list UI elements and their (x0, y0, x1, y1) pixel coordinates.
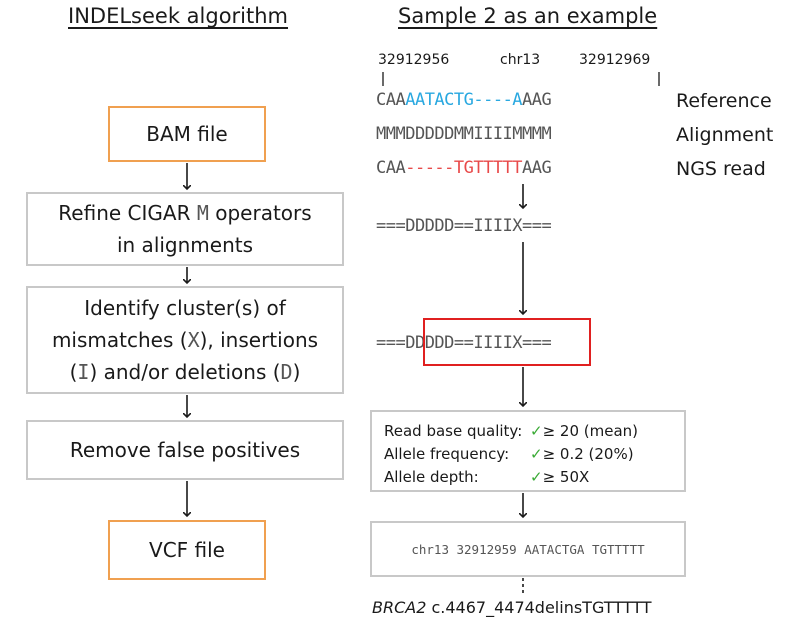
filter-value: ≥ 0.2 (20%) (542, 445, 634, 463)
check-icon: ✓ (530, 468, 543, 486)
refine-text-line2: in alignments (116, 233, 254, 257)
cigar2-b: DDDDD==IIIIX (405, 333, 523, 353)
filter-value: ≥ 50X (542, 468, 590, 486)
reference-label: Reference (676, 90, 772, 112)
hgvs-notation: BRCA2 c.4467_4474delinsTGTTTTT (372, 598, 652, 617)
coord-start: 32912956 (378, 52, 450, 68)
coord-chrom: chr13 (500, 52, 541, 68)
read-sequence: CAA-----TGTTTTTAAG (376, 158, 552, 178)
remove-false-positives-box: Remove false positives (26, 420, 344, 480)
filter-row: Read base quality: ✓ ≥ 20 (mean) (384, 420, 672, 443)
alignment-sequence: MMMDDDDDMMIIIIMMMM (376, 124, 552, 144)
reference-seq-a: CAA (376, 90, 406, 110)
gene-name: BRCA2 (372, 598, 427, 617)
reference-seq-b: AATACTG----A (405, 90, 523, 110)
cigar2-a: === (376, 333, 406, 353)
reference-sequence: CAAAATACTG----AAAG (376, 90, 552, 110)
bam-file-box: BAM file (108, 106, 266, 162)
cigar-refined: ===DDDDD==IIIIX=== (376, 216, 552, 236)
read-label: NGS read (676, 158, 766, 180)
read-seq-c: AAG (522, 158, 552, 178)
example-heading: Sample 2 as an example (398, 4, 658, 28)
filter-key: Allele depth: (384, 468, 479, 486)
read-seq-a: CAA (376, 158, 406, 178)
coord-end: 32912969 (579, 52, 651, 68)
variant-change: c.4467_4474delinsTGTTTTT (426, 598, 652, 617)
remove-label: Remove false positives (69, 438, 301, 462)
check-icon: ✓ (530, 422, 543, 440)
vcf-record-box: chr13 32912959 AATACTGA TGTTTTT (370, 521, 686, 577)
algorithm-heading: INDELseek algorithm (68, 4, 289, 28)
cluster-highlight-box (423, 318, 591, 366)
filter-value: ≥ 20 (mean) (542, 422, 639, 440)
refine-cigar-box: Refine CIGAR M operators in alignments (26, 192, 344, 266)
identify-x: X (187, 328, 200, 352)
filter-key: Read base quality: (384, 422, 523, 440)
filter-key: Allele frequency: (384, 445, 510, 463)
bam-file-label: BAM file (146, 122, 228, 146)
refine-op: M (196, 201, 209, 225)
check-icon: ✓ (530, 445, 543, 463)
identify-d: D (280, 360, 293, 384)
identify-l3a: ( (69, 360, 78, 384)
filter-row: Allele frequency: ✓ ≥ 0.2 (20%) (384, 443, 672, 466)
alignment-label: Alignment (676, 124, 774, 146)
identify-l2b: ), insertions (199, 328, 319, 352)
filters-box: Read base quality: ✓ ≥ 20 (mean) Allele fr… (370, 410, 686, 492)
filter-row: Allele depth: ✓ ≥ 50X (384, 466, 672, 489)
vcf-file-label: VCF file (149, 538, 225, 562)
identify-l2a: mismatches ( (51, 328, 188, 352)
vcf-file-box: VCF file (108, 520, 266, 580)
identify-l3b: ) and/or deletions ( (89, 360, 281, 384)
identify-l3c: ) (292, 360, 301, 384)
identify-i: I (77, 360, 90, 384)
cigar-cluster: ===DDDDD==IIIIX=== (376, 333, 552, 353)
vcf-record: chr13 32912959 AATACTGA TGTTTTT (411, 541, 645, 557)
reference-seq-c: AAG (522, 90, 552, 110)
identify-line1: Identify cluster(s) of (84, 296, 286, 320)
refine-text-pre: Refine CIGAR (58, 201, 197, 225)
identify-clusters-box: Identify cluster(s) of mismatches (X), i… (26, 286, 344, 394)
read-seq-b: -----TGTTTTT (405, 158, 523, 178)
cigar2-c: === (522, 333, 552, 353)
refine-text-post: operators (208, 201, 312, 225)
